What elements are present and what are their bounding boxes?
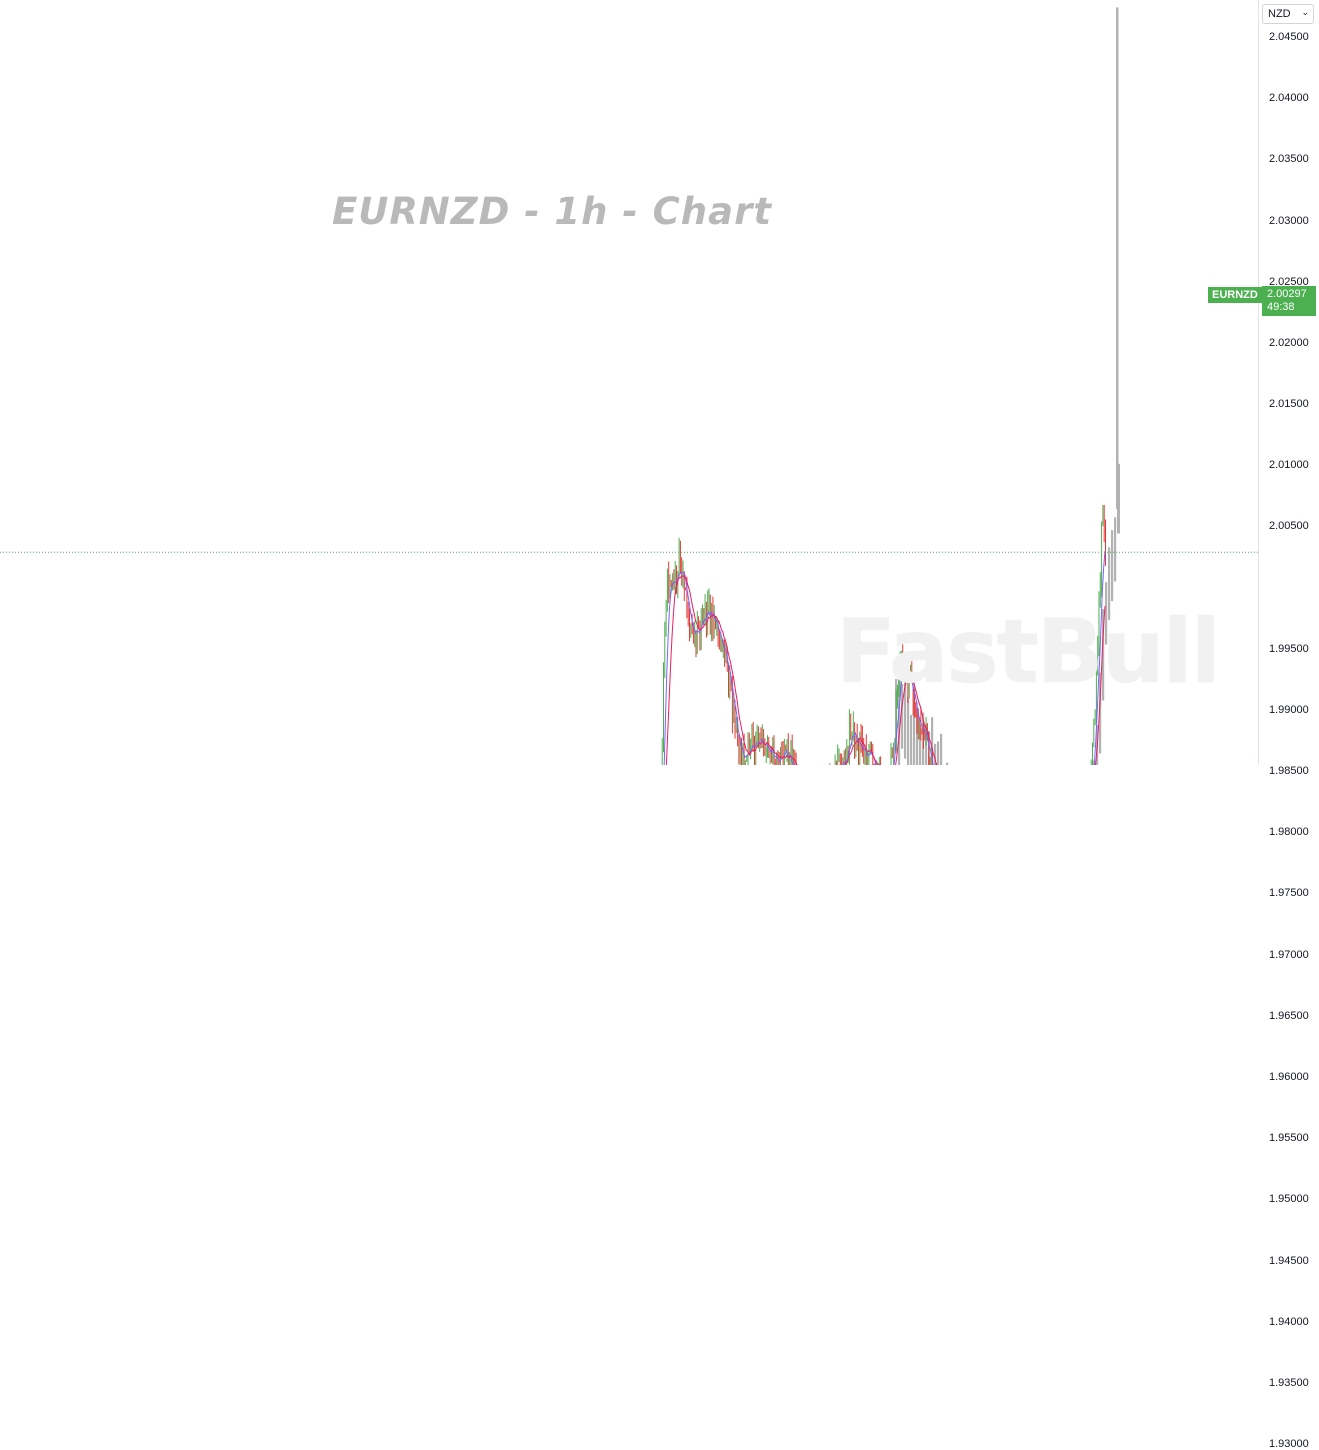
last-price-tag: 2.00297 49:38	[1262, 286, 1316, 316]
price-plot[interactable]	[0, 0, 1258, 765]
shadow-bar	[937, 741, 940, 765]
shadow-bar	[1108, 547, 1111, 621]
shadow-bar	[901, 683, 904, 749]
price-tick-label: 1.98000	[1269, 826, 1309, 839]
price-tick-label: 1.99000	[1269, 703, 1309, 716]
price-tick-label: 1.96500	[1269, 1009, 1309, 1022]
price-tick-label: 2.04500	[1269, 31, 1309, 43]
price-tick-label: 2.01000	[1269, 459, 1309, 472]
shadow-bar	[934, 743, 937, 765]
currency-select[interactable]: NZD ⌄	[1262, 4, 1314, 24]
shadow-bar	[919, 725, 922, 765]
shadow-bar	[946, 762, 949, 765]
price-tick-label: 1.93000	[1269, 1438, 1309, 1450]
price-tick-label: 2.02500	[1269, 275, 1309, 288]
shadow-bar	[931, 717, 934, 765]
chart-title: EURNZD - 1h - Chart	[332, 190, 773, 233]
shadow-spike-bar	[1117, 463, 1120, 534]
price-tick-label: 2.04000	[1269, 92, 1309, 105]
price-tick-label: 2.03500	[1269, 153, 1309, 166]
price-tick-label: 2.01500	[1269, 398, 1309, 411]
shadow-spike-bar	[1116, 7, 1119, 510]
chevron-down-icon: ⌄	[1301, 7, 1309, 17]
price-axis[interactable]: 2.04500 2.04000 2.03500 2.03000 2.02500 2.020…	[1258, 0, 1319, 1450]
shadow-bar	[1099, 672, 1102, 754]
last-price: 2.00297	[1267, 288, 1307, 300]
price-tick-label: 1.94000	[1269, 1315, 1309, 1328]
price-tick-label: 1.96000	[1269, 1070, 1309, 1083]
price-tick-label: 1.95500	[1269, 1132, 1309, 1145]
shadow-bar	[1105, 582, 1108, 645]
shadow-bar	[1114, 517, 1117, 582]
price-tick-label: 2.02000	[1269, 336, 1309, 349]
shadow-bar	[1102, 609, 1105, 701]
price-tick-label: 1.97000	[1269, 948, 1309, 961]
shadow-bar	[910, 714, 913, 765]
price-tick-label: 2.00500	[1269, 520, 1309, 533]
price-tick-label: 1.97500	[1269, 887, 1309, 900]
shadow-bar	[907, 697, 910, 765]
moving-average-line-fast	[663, 551, 1106, 765]
price-tick-label: 1.99500	[1269, 642, 1309, 655]
price-tick-label: 1.95000	[1269, 1193, 1309, 1206]
symbol-label: EURNZD	[1208, 287, 1262, 303]
price-tick-label: 1.98500	[1269, 765, 1309, 778]
shadow-bar	[940, 733, 943, 765]
shadow-bar	[904, 670, 907, 759]
currency-value: NZD	[1268, 8, 1291, 20]
fastbull-watermark-logo: FastBull	[836, 600, 1221, 703]
shadow-bar	[916, 708, 919, 765]
price-tick-label: 1.93500	[1269, 1376, 1309, 1389]
chart-area[interactable]: EURNZD - 1h - Chart FastBull	[0, 0, 1258, 765]
shadow-bar	[913, 686, 916, 765]
bar-countdown: 49:38	[1267, 301, 1295, 313]
moving-average-line-slow	[665, 575, 1106, 765]
price-tick-label: 2.03000	[1269, 214, 1309, 227]
price-tick-label: 1.94500	[1269, 1254, 1309, 1267]
shadow-bar	[1111, 530, 1114, 602]
